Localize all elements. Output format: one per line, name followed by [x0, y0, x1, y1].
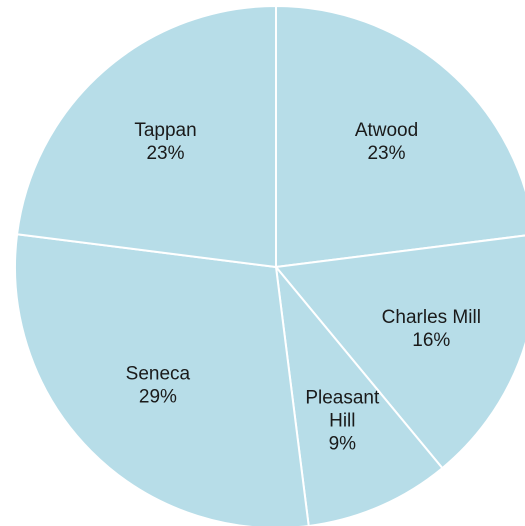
- slice-name-pleasant-hill: Pleasant: [305, 387, 380, 408]
- pie-slice-pleasant-hill: [274, 263, 444, 526]
- slice-name-pleasant-hill: Hill: [329, 410, 355, 431]
- slice-label-pleasant-hill: Pleasant Hill 9%: [305, 387, 380, 454]
- slice-name-tappan: Tappan: [134, 120, 196, 141]
- slice-percent-tappan: 23%: [146, 143, 184, 164]
- slice-label-tappan: Tappan 23%: [134, 120, 196, 164]
- pie-labels: Atwood 23%Charles Mill 16%Pleasant Hill 9%Se…: [126, 120, 481, 454]
- pie-slice-seneca: [14, 233, 310, 526]
- pie-slice-charles-mill: [274, 234, 525, 470]
- slice-label-atwood: Atwood 23%: [355, 120, 418, 164]
- slice-name-charles-mill: Charles Mill: [382, 307, 481, 328]
- pie-slices: [14, 4, 525, 526]
- slice-percent-seneca: 29%: [139, 387, 177, 408]
- slice-percent-charles-mill: 16%: [412, 330, 450, 351]
- pie-slice-tappan: [15, 4, 277, 269]
- slice-label-seneca: Seneca 29%: [126, 364, 191, 408]
- slice-percent-atwood: 23%: [367, 143, 405, 164]
- slice-percent-pleasant-hill: 9%: [329, 433, 357, 454]
- slice-name-atwood: Atwood: [355, 120, 418, 141]
- slice-name-seneca: Seneca: [126, 364, 191, 385]
- slice-label-charles-mill: Charles Mill 16%: [382, 307, 481, 351]
- pie-slice-atwood: [275, 4, 525, 269]
